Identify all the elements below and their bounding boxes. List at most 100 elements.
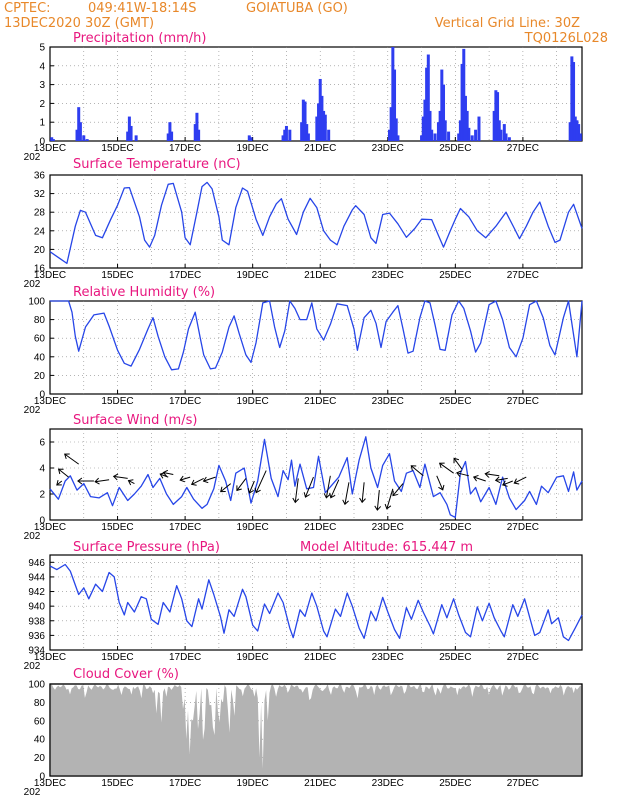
panel4-xlabel: 13DEC xyxy=(34,522,66,533)
panel2-frame xyxy=(49,174,583,269)
panel4-wind-arrowhead xyxy=(247,488,254,494)
header-model-code: TQ0126L028 xyxy=(524,31,608,46)
panel1-bar xyxy=(303,101,307,141)
panel3-xlabel: 19DEC xyxy=(237,396,269,407)
panel1-xlabel: 27DEC xyxy=(507,143,539,154)
panel4-wind-arrow xyxy=(294,478,299,503)
panel5-frame xyxy=(49,554,583,651)
panel1-bar xyxy=(507,137,511,141)
panel1-ytick-label: 1 xyxy=(39,118,45,129)
panel1-bar xyxy=(322,110,326,141)
panel1-bar xyxy=(457,133,461,141)
panel4-xlabel: 17DEC xyxy=(169,522,201,533)
panel3-ytick-label: 0 xyxy=(39,390,45,401)
panel5-xlabel: 27DEC xyxy=(507,652,539,663)
panel1-bar xyxy=(288,129,292,141)
panel1-bar xyxy=(492,110,496,141)
panel4-wind-arrow xyxy=(495,477,508,481)
panel4-wind-arrowhead xyxy=(236,485,242,492)
panel4-wind-arrow xyxy=(485,473,500,477)
panel6-xlabel: 25DEC xyxy=(439,778,471,789)
panel1-bar xyxy=(323,114,327,141)
panel1-bar xyxy=(50,137,54,141)
panel5-title: Surface Pressure (hPa) xyxy=(73,540,220,555)
panel3-frame xyxy=(49,300,583,395)
panel1-bar xyxy=(499,129,503,141)
panel2-year-stub: 202 xyxy=(24,279,41,290)
panel1-bar xyxy=(423,99,427,141)
panel1-bar xyxy=(284,125,288,141)
panel1-bar xyxy=(170,131,174,141)
panel1-bar xyxy=(568,122,572,141)
panel1-bar xyxy=(497,120,501,141)
panel1-ytick-label: 2 xyxy=(39,99,45,110)
panel3-xlabel: 17DEC xyxy=(169,396,201,407)
panel1-bar xyxy=(51,139,55,141)
panel5-series-line xyxy=(49,563,583,642)
header-date: 13DEC2020 30Z (GMT) xyxy=(4,16,154,31)
panel4-wind-arrowhead xyxy=(374,505,382,511)
panel1-bar xyxy=(428,110,432,141)
panel1-bar xyxy=(438,110,442,141)
header-source: CPTEC: xyxy=(4,1,51,16)
panel4-wind-arrow xyxy=(473,476,486,482)
panel1-bar xyxy=(430,129,434,141)
panel5-xlabel: 19DEC xyxy=(237,652,269,663)
panel4-ytick-label: 2 xyxy=(39,490,45,501)
panel4-wind-arrow xyxy=(361,482,365,503)
panel1-bar xyxy=(420,135,424,141)
panel3-xlabel: 27DEC xyxy=(507,396,539,407)
panel3-ytick-label: 80 xyxy=(34,315,46,326)
panel1-ytick-label: 3 xyxy=(39,80,45,91)
panel4-wind-arrowhead xyxy=(438,462,445,469)
panel2-xlabel: 19DEC xyxy=(237,270,269,281)
panel4-wind-arrow xyxy=(128,480,135,485)
panel4-wind-arrow xyxy=(410,465,424,477)
panel4-wind-arrowhead xyxy=(438,484,445,491)
panel2-xlabel: 21DEC xyxy=(304,270,336,281)
panel1-bar xyxy=(193,124,197,141)
panel5-xlabel: 25DEC xyxy=(439,652,471,663)
panel4-wind-arrow xyxy=(344,482,350,505)
panel1-bar xyxy=(447,131,451,141)
panel2-ytick-label: 32 xyxy=(34,189,46,200)
panel1-bar xyxy=(425,67,429,141)
panel5-xlabel: 21DEC xyxy=(304,652,336,663)
panel6-xlabel: 19DEC xyxy=(237,778,269,789)
panel1-bar xyxy=(300,122,304,141)
panel4-ytick-label: 6 xyxy=(39,438,45,449)
panel1-bar xyxy=(77,107,81,141)
panel6-year-stub: 202 xyxy=(24,787,41,798)
panel4-frame xyxy=(49,428,583,521)
header-grid-note: Vertical Grid Line: 30Z xyxy=(435,16,580,31)
model-altitude: Model Altitude: 615.447 m xyxy=(300,540,473,555)
panel4-xlabel: 15DEC xyxy=(101,522,133,533)
panel4-wind-arrow xyxy=(376,490,380,511)
panel1-bar xyxy=(470,135,474,141)
panel4-wind-arrowhead xyxy=(64,453,70,460)
panel1-bar xyxy=(301,99,305,141)
panel3-year-stub: 202 xyxy=(24,405,41,416)
panel1-xlabel: 13DEC xyxy=(34,143,66,154)
panel4-wind-arrow xyxy=(330,479,340,498)
panel1-ytick-label: 4 xyxy=(39,61,45,72)
panel3-xlabel: 15DEC xyxy=(101,396,133,407)
panel6-title: Cloud Cover (%) xyxy=(73,667,179,682)
panel5-ytick-label: 936 xyxy=(28,631,45,642)
panel1-xlabel: 17DEC xyxy=(169,143,201,154)
panel1-xlabel: 19DEC xyxy=(237,143,269,154)
panel4-wind-arrowhead xyxy=(190,479,197,486)
panel1-bar xyxy=(306,133,310,141)
panel1-bar xyxy=(320,95,324,141)
panel1-bar xyxy=(573,116,577,141)
panel3-xlabel: 25DEC xyxy=(439,396,471,407)
panel4-wind-arrowhead xyxy=(472,474,479,482)
panel1-bar xyxy=(317,103,321,141)
panel4-wind-arrowhead xyxy=(162,469,169,477)
panel4-wind-arrowhead xyxy=(220,486,226,493)
panel6-ytick-label: 20 xyxy=(34,753,46,764)
panel6-ytick-label: 60 xyxy=(34,716,46,727)
panel5-xlabel: 23DEC xyxy=(372,652,404,663)
panel4-wind-arrowhead xyxy=(323,493,331,499)
